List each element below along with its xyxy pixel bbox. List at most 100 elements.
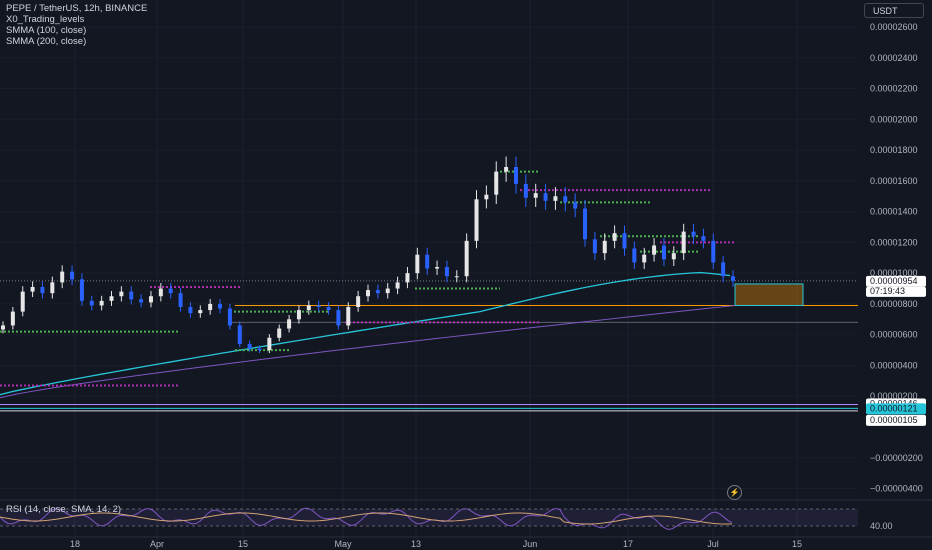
- candle-body: [60, 271, 65, 283]
- candle-body: [296, 310, 301, 320]
- level-price-label: 0.00000105: [870, 415, 918, 425]
- rsi-legend[interactable]: RSI (14, close, SMA, 14, 2): [6, 504, 122, 515]
- x-tick-label: May: [334, 539, 352, 549]
- smma100-price-label: 0.00000121: [870, 403, 918, 413]
- candle-body: [711, 240, 716, 263]
- candle-body: [326, 307, 331, 311]
- y-tick-label: 0.00000400: [870, 360, 918, 370]
- y-tick-label: 0.00001400: [870, 207, 918, 217]
- y-tick-label: −0.00000400: [870, 484, 923, 494]
- candle-body: [474, 199, 479, 241]
- candle-body: [701, 236, 706, 241]
- candle-body: [375, 290, 380, 294]
- x-tick-label: 18: [70, 539, 80, 549]
- y-tick-label: 0.00000600: [870, 330, 918, 340]
- candle-body: [247, 343, 252, 349]
- candle-body: [464, 240, 469, 277]
- target-zone-box: [734, 283, 804, 306]
- candle-body: [50, 282, 55, 294]
- candle-body: [99, 300, 104, 306]
- candle-body: [208, 303, 213, 311]
- candle-body: [543, 193, 548, 201]
- candle-body: [661, 245, 666, 260]
- candle-body: [405, 273, 410, 283]
- candle-body: [188, 307, 193, 314]
- countdown-label-bg: [866, 286, 926, 297]
- smma-100-line: [0, 271, 731, 396]
- candle-body: [218, 303, 223, 309]
- candle-body: [721, 262, 726, 277]
- candle-body: [277, 328, 282, 338]
- rsi-sma-line: [0, 512, 733, 525]
- candle-body: [158, 288, 163, 297]
- x-tick-label: Jul: [707, 539, 719, 549]
- candle-body: [671, 253, 676, 260]
- candle-body: [40, 287, 45, 294]
- rsi-band: [0, 509, 858, 526]
- candle-body: [366, 290, 370, 297]
- candle-body: [237, 325, 242, 344]
- x-tick-label: Jun: [523, 539, 538, 549]
- candle-body: [129, 291, 134, 300]
- y-tick-label: 0.00001800: [870, 145, 918, 155]
- current-price-label: 0.00000954: [870, 276, 918, 286]
- candle-body: [89, 300, 94, 306]
- candle-body: [632, 248, 637, 263]
- candle-body: [316, 305, 321, 307]
- smma-200-line: [0, 304, 736, 399]
- lightning-icon[interactable]: ⚡: [727, 485, 742, 500]
- rsi-axis-value: 40.00: [870, 521, 893, 531]
- indicator-smma-100[interactable]: SMMA (100, close): [6, 25, 87, 36]
- candle-body: [494, 171, 499, 195]
- y-tick-label: 0.00001000: [870, 268, 918, 278]
- y-tick-label: 0.00002000: [870, 114, 918, 124]
- candle-body: [454, 276, 459, 278]
- candle-body: [227, 308, 232, 326]
- candle-body: [336, 310, 341, 326]
- candle-body: [533, 193, 538, 198]
- candle-body: [109, 296, 114, 301]
- candle-body: [395, 282, 400, 289]
- candle-body: [602, 240, 607, 254]
- candle-body: [435, 267, 440, 269]
- y-tick-label: −0.00000200: [870, 453, 923, 463]
- candle-body: [504, 167, 509, 172]
- candle-body: [513, 167, 518, 184]
- candle-body: [267, 337, 272, 351]
- candle-body: [573, 202, 578, 209]
- candle-body: [553, 196, 558, 201]
- x-tick-label: Apr: [150, 539, 164, 549]
- chart-legend: PEPE / TetherUS, 12h, BINANCE X0_Trading…: [6, 3, 147, 47]
- level-price-label-bg: [866, 414, 926, 426]
- currency-button[interactable]: USDT: [864, 3, 924, 18]
- candle-body: [385, 288, 390, 294]
- candle-body: [731, 276, 735, 281]
- y-tick-label: 0.00000800: [870, 299, 918, 309]
- countdown-label: 07:19:43: [870, 286, 905, 296]
- x-tick-label: 15: [238, 539, 248, 549]
- candle-body: [583, 208, 588, 240]
- candle-body: [346, 307, 351, 326]
- indicator-smma-200[interactable]: SMMA (200, close): [6, 36, 87, 47]
- x-tick-label: 13: [411, 539, 421, 549]
- symbol-title[interactable]: PEPE / TetherUS, 12h, BINANCE: [6, 3, 148, 14]
- candle-body: [356, 296, 361, 307]
- candle-body: [425, 254, 430, 269]
- candle-body: [444, 267, 449, 277]
- candle-body: [622, 233, 627, 249]
- candle-body: [1, 325, 5, 330]
- candle-body: [523, 183, 528, 198]
- rsi-line: [0, 507, 733, 530]
- indicator-xo-levels[interactable]: X0_Trading_levels: [6, 14, 85, 25]
- y-tick-label: 0.00001600: [870, 176, 918, 186]
- candle-body: [79, 279, 84, 301]
- candle-body: [178, 293, 183, 307]
- candle-body: [415, 254, 420, 274]
- x-tick-label: 17: [623, 539, 633, 549]
- x-tick-label: 15: [792, 539, 802, 549]
- candle-body: [652, 245, 657, 255]
- candle-body: [592, 239, 597, 254]
- smma100-price-label-bg: [866, 403, 926, 415]
- candle-body: [691, 231, 696, 237]
